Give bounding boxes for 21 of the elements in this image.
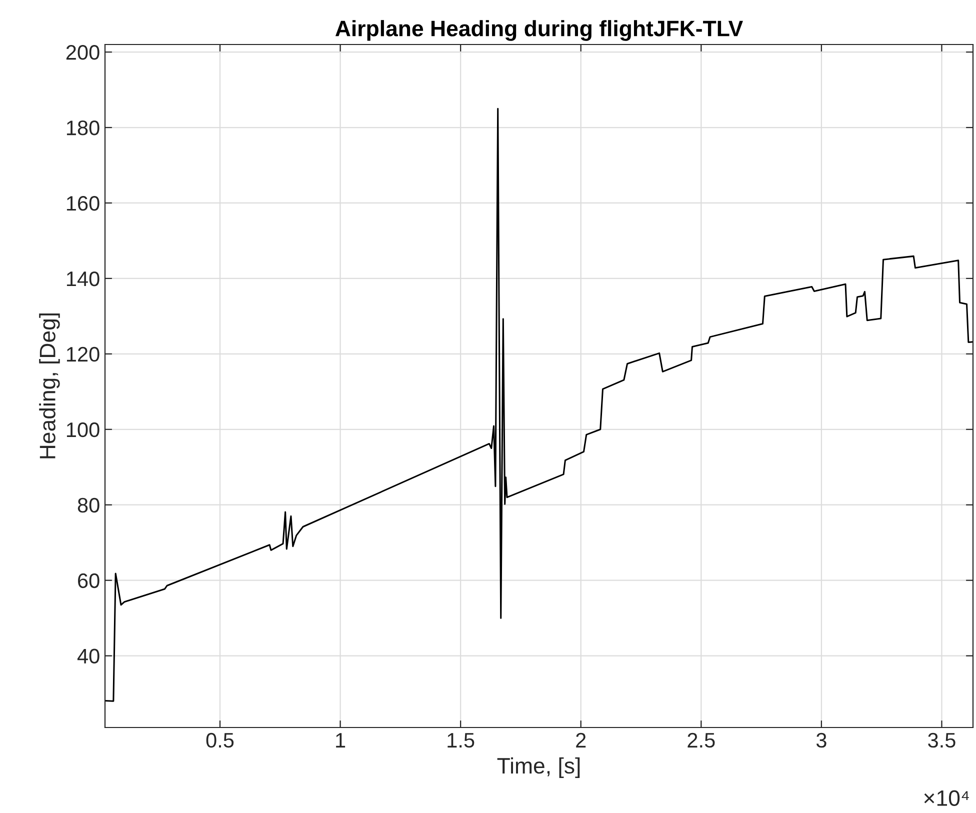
x-tick-label: 3 (816, 732, 826, 748)
y-tick-label: 40 (77, 648, 100, 664)
y-tick-label: 80 (78, 498, 100, 513)
y-tick-label: 60 (78, 573, 100, 588)
x-tick-label: 0.5 (206, 732, 234, 748)
y-tick-label: 180 (66, 120, 100, 136)
y-tick-label: 100 (66, 422, 100, 438)
x-tick-label: 1 (336, 733, 346, 748)
x-tick-label: 1.5 (448, 733, 474, 748)
x-axis-title: Time, [s] (497, 757, 580, 778)
x-tick-label: 2 (576, 732, 586, 748)
y-tick-label: 140 (66, 271, 100, 286)
x-tick-label: 3.5 (928, 732, 956, 748)
y-axis-title: Heading, [Deg] (39, 313, 60, 458)
y-tick-label: 120 (66, 346, 100, 362)
line-series (105, 108, 973, 702)
chart-title: Airplane Heading during flightJFK-TLV (335, 20, 743, 41)
text: ×10⁴ (924, 790, 969, 806)
y-tick-label: 160 (66, 196, 100, 211)
x-tick-label: 2.5 (688, 732, 715, 748)
y-tick-label: 200 (66, 45, 100, 60)
